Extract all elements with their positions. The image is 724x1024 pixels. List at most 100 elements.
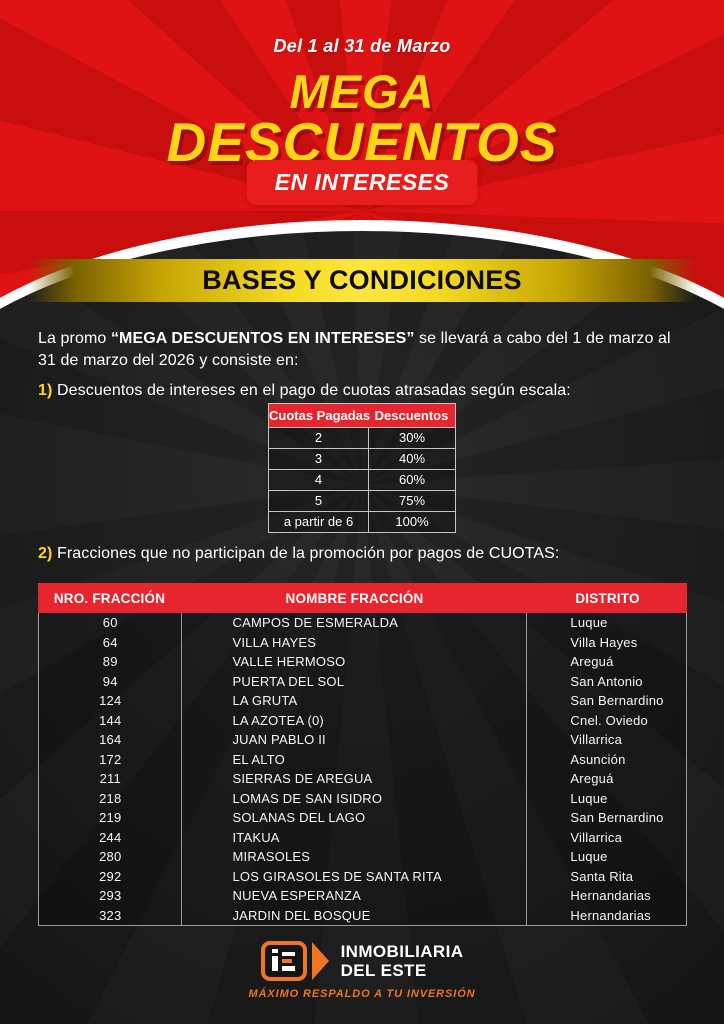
- table-cell: LA GRUTA: [181, 691, 528, 711]
- table-cell: 4: [314, 472, 323, 487]
- table-cell: 124: [99, 693, 122, 709]
- table-cell: Hernandarias: [570, 888, 651, 904]
- discount-table-header: Cuotas Pagadas Descuentos: [269, 404, 455, 427]
- table-row: 94 PUERTA DEL SOL San Antonio: [39, 671, 686, 691]
- table-cell: San Antonio: [570, 673, 643, 689]
- table-row: 4 60%: [269, 469, 455, 490]
- company-logo: INMOBILIARIA DEL ESTE: [260, 941, 464, 981]
- table-cell: 30%: [368, 428, 455, 448]
- intro-lead-suffix: se llevará a cabo del 1 de marzo al 31 d…: [38, 330, 671, 370]
- company-name-line1: INMOBILIARIA: [340, 941, 464, 961]
- table-cell: 2: [314, 430, 323, 445]
- table-cell: VALLE HERMOSO: [181, 652, 528, 672]
- body-dark-background: [0, 231, 724, 1024]
- terms-banner-label: BASES Y CONDICIONES: [202, 265, 522, 295]
- table-row: 280 MIRASOLES Luque: [39, 847, 686, 867]
- table-cell: 293: [99, 888, 122, 904]
- column-header: Descuentos: [374, 408, 449, 423]
- table-cell: 60%: [368, 470, 455, 490]
- table-cell: 292: [99, 868, 122, 884]
- promo-subtitle-badge: EN INTERESES: [246, 160, 478, 205]
- table-cell: 219: [99, 810, 122, 826]
- table-row: 3 40%: [269, 448, 455, 469]
- intro-lead-prefix: La promo: [38, 330, 111, 347]
- table-cell: Villa Hayes: [570, 634, 638, 650]
- table-cell: PUERTA DEL SOL: [181, 671, 528, 691]
- column-header: Cuotas Pagadas: [269, 408, 371, 423]
- table-row: 293 NUEVA ESPERANZA Hernandarias: [39, 886, 686, 906]
- table-row: 244 ITAKUA Villarrica: [39, 827, 686, 847]
- table-cell: Villarrica: [570, 829, 623, 845]
- table-row: 60 CAMPOS DE ESMERALDA Luque: [39, 613, 686, 633]
- item2-marker: 2): [38, 545, 53, 562]
- section2-heading: 2) Fracciones que no participan de la pr…: [38, 545, 688, 563]
- table-cell: LOMAS DE SAN ISIDRO: [181, 788, 528, 808]
- table-cell: 172: [99, 751, 122, 767]
- discount-table-body: 2 30% 3 40% 4 60% 5 75% a partir de 6 100%: [269, 427, 455, 532]
- table-cell: Villarrica: [570, 732, 623, 748]
- table-row: 5 75%: [269, 490, 455, 511]
- table-row: 219 SOLANAS DEL LAGO San Bernardino: [39, 808, 686, 828]
- table-cell: 64: [102, 634, 118, 650]
- table-cell: CAMPOS DE ESMERALDA: [181, 613, 528, 633]
- table-row: 124 LA GRUTA San Bernardino: [39, 691, 686, 711]
- table-cell: LOS GIRASOLES DE SANTA RITA: [181, 866, 528, 886]
- table-cell: 89: [102, 654, 118, 670]
- intro-item-1: 1) Descuentos de intereses en el pago de…: [38, 380, 688, 402]
- promo-title-line1: MEGA: [289, 65, 435, 118]
- fractions-table: NRO. FRACCIÓN NOMBRE FRACCIÓN DISTRITO 6…: [38, 583, 687, 926]
- table-cell: San Bernardino: [570, 693, 664, 709]
- table-cell: 100%: [368, 512, 455, 532]
- table-cell: Hernandarias: [570, 907, 651, 923]
- table-cell: San Bernardino: [570, 810, 664, 826]
- table-cell: JARDIN DEL BOSQUE: [181, 905, 528, 925]
- table-row: 218 LOMAS DE SAN ISIDRO Luque: [39, 788, 686, 808]
- glyph-i: [272, 948, 279, 971]
- item1-text: Descuentos de intereses en el pago de cu…: [52, 382, 571, 400]
- terms-banner: BASES Y CONDICIONES: [28, 259, 696, 302]
- company-tagline: MÁXIMO RESPALDO A TU INVERSIÓN: [248, 988, 476, 1000]
- table-cell: JUAN PABLO II: [181, 730, 528, 750]
- table-row: 64 VILLA HAYES Villa Hayes: [39, 632, 686, 652]
- table-cell: Luque: [570, 790, 608, 806]
- table-row: 144 LA AZOTEA (0) Cnel. Oviedo: [39, 710, 686, 730]
- table-cell: 323: [99, 907, 122, 923]
- table-cell: SIERRAS DE AREGUA: [181, 769, 528, 789]
- table-row: a partir de 6 100%: [269, 511, 455, 532]
- table-row: 89 VALLE HERMOSO Areguá: [39, 652, 686, 672]
- table-row: 164 JUAN PABLO II Villarrica: [39, 730, 686, 750]
- table-row: 292 LOS GIRASOLES DE SANTA RITA Santa Rita: [39, 866, 686, 886]
- table-cell: SOLANAS DEL LAGO: [181, 808, 528, 828]
- fractions-table-header: NRO. FRACCIÓN NOMBRE FRACCIÓN DISTRITO: [38, 583, 687, 613]
- table-cell: Cnel. Oviedo: [570, 712, 648, 728]
- item1-marker: 1): [38, 382, 53, 400]
- table-cell: 211: [99, 771, 121, 787]
- column-header: DISTRITO: [575, 590, 640, 606]
- table-cell: 218: [99, 790, 122, 806]
- item2-text: Fracciones que no participan de la promo…: [52, 545, 560, 562]
- table-row: 172 EL ALTO Asunción: [39, 749, 686, 769]
- table-row: 2 30%: [269, 427, 455, 448]
- table-cell: Asunción: [570, 751, 626, 767]
- table-cell: 280: [99, 849, 122, 865]
- intro-lead: La promo “MEGA DESCUENTOS EN INTERESES” …: [38, 328, 688, 372]
- promo-subtitle-text: EN INTERESES: [274, 169, 450, 195]
- table-cell: 244: [99, 829, 122, 845]
- promo-name-emphasis: “MEGA DESCUENTOS EN INTERESES”: [110, 330, 415, 347]
- footer: INMOBILIARIA DEL ESTE MÁXIMO RESPALDO A …: [0, 941, 724, 1000]
- table-cell: VILLA HAYES: [181, 632, 528, 652]
- arrow-tip-icon: [311, 942, 329, 980]
- column-header: NOMBRE FRACCIÓN: [285, 590, 424, 606]
- fractions-table-body: 60 CAMPOS DE ESMERALDA Luque 64 VILLA HAYES V…: [38, 613, 687, 926]
- table-cell: Areguá: [570, 654, 614, 670]
- discount-scale-table: Cuotas Pagadas Descuentos 2 30% 3 40% 4 60% 5 7…: [268, 403, 456, 533]
- table-row: 323 JARDIN DEL BOSQUE Hernandarias: [39, 905, 686, 925]
- table-cell: ITAKUA: [181, 827, 528, 847]
- table-cell: 94: [102, 673, 118, 689]
- company-name: INMOBILIARIA DEL ESTE: [341, 942, 464, 980]
- table-cell: EL ALTO: [181, 749, 528, 769]
- table-cell: 40%: [368, 449, 455, 469]
- table-cell: 164: [99, 732, 122, 748]
- table-cell: 5: [314, 493, 323, 508]
- table-cell: MIRASOLES: [181, 847, 528, 867]
